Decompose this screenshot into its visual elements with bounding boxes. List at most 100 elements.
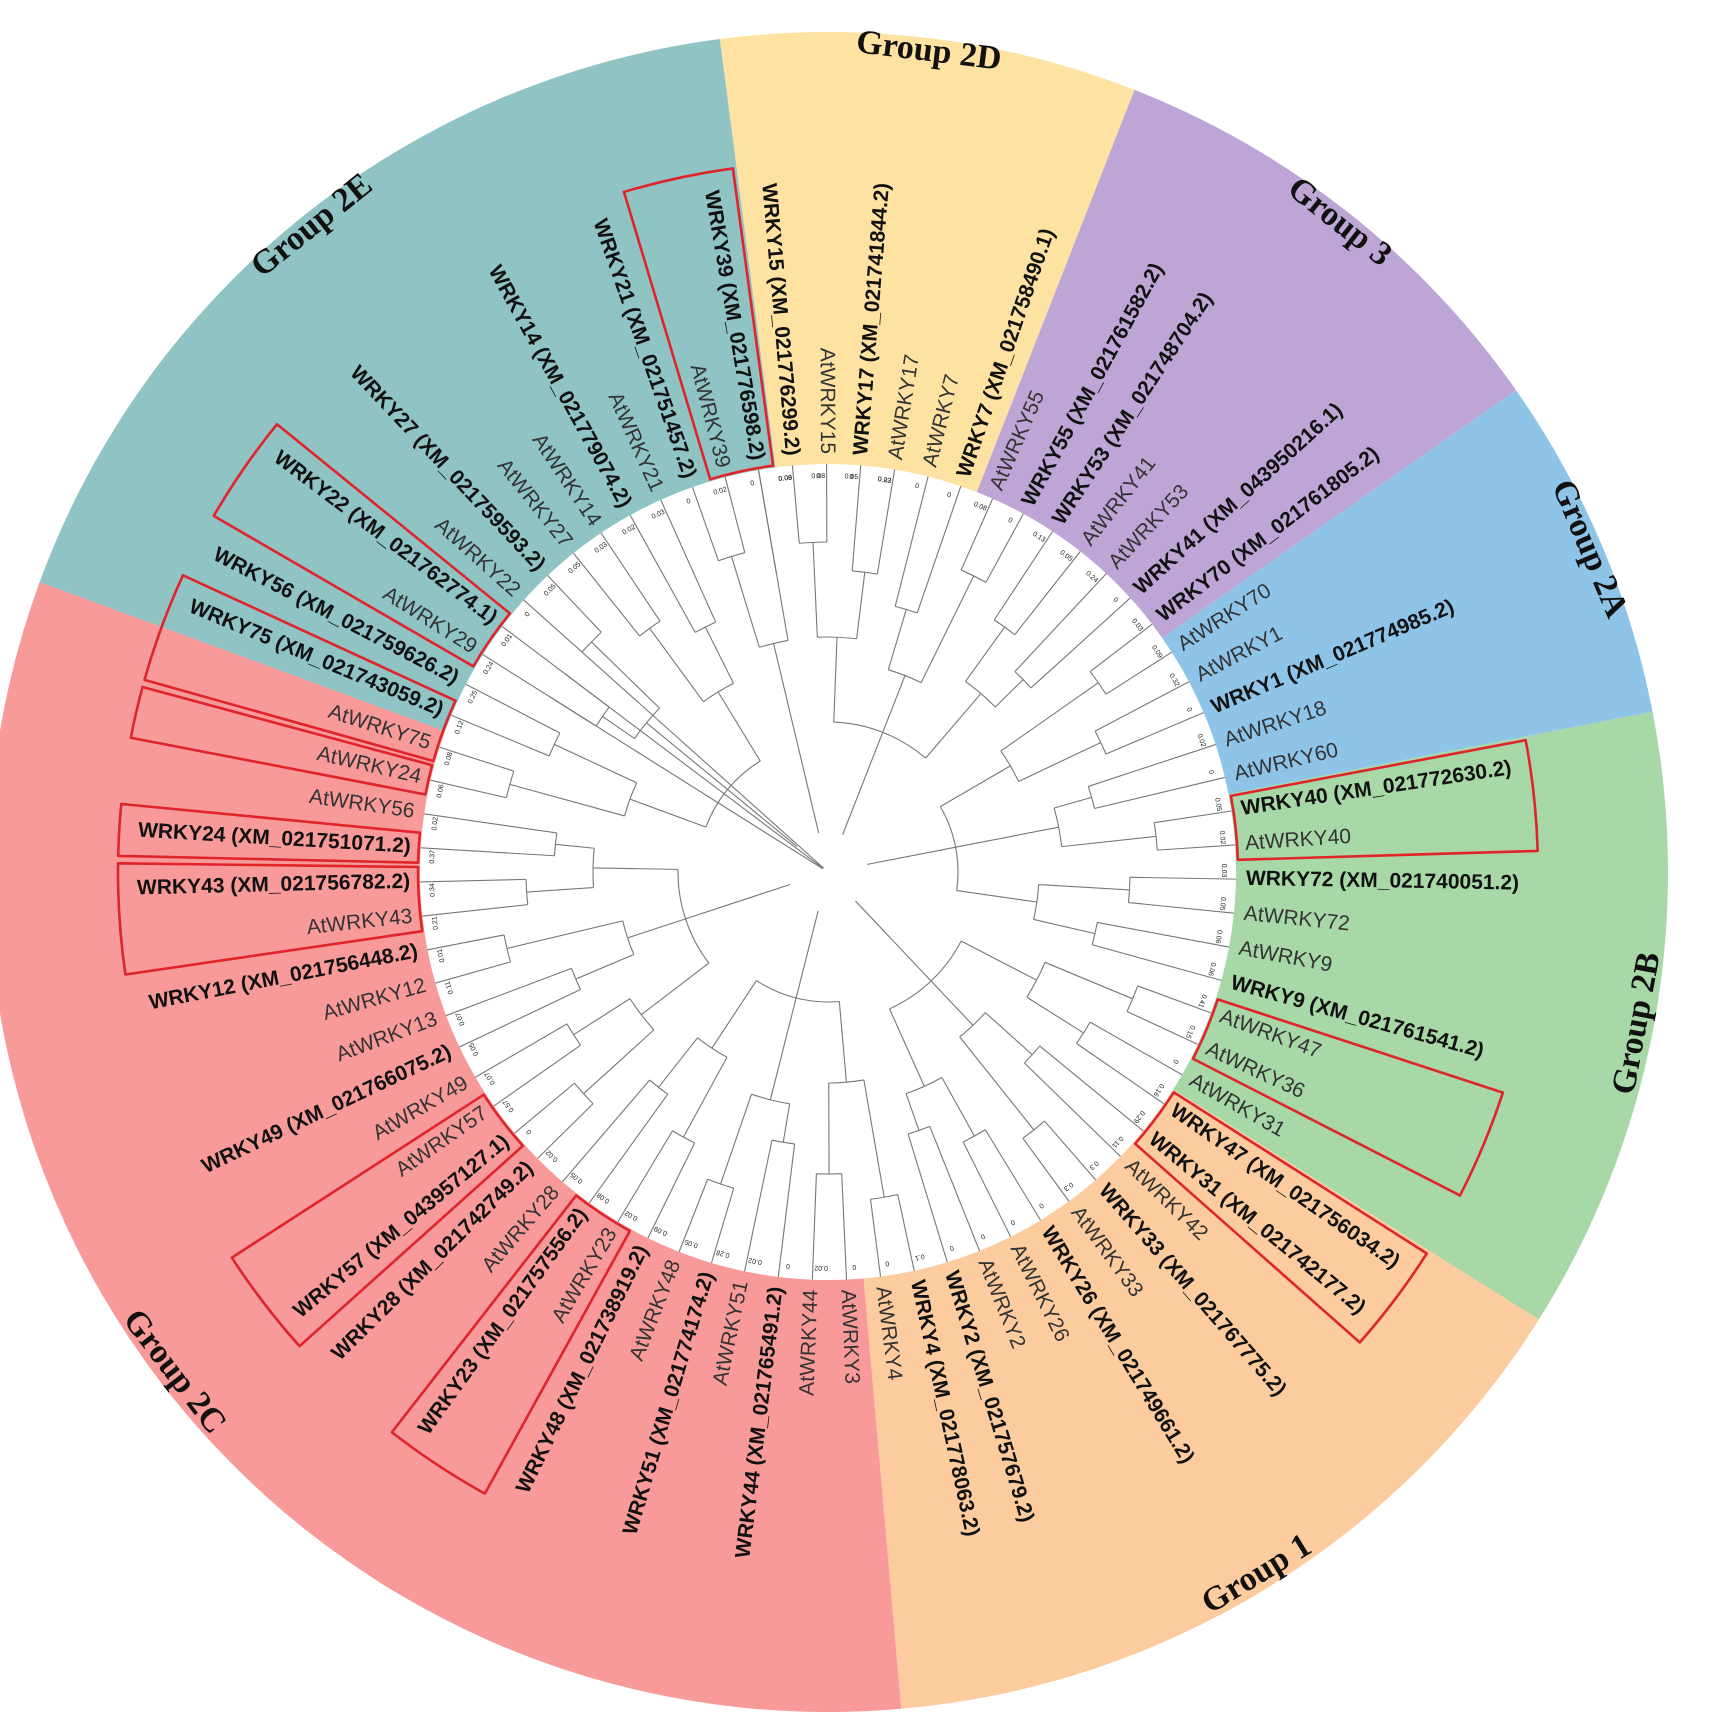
branch — [888, 1008, 925, 1087]
branch — [420, 878, 527, 883]
branch — [505, 770, 515, 798]
branch-length-label: 0.05 — [1213, 797, 1222, 812]
branch-length-label: 0.09 — [778, 475, 792, 483]
branch — [627, 918, 686, 939]
branch — [791, 465, 800, 544]
branch — [1126, 1010, 1199, 1045]
branch — [985, 513, 1024, 583]
branch-length-label: 0.02 — [1195, 733, 1206, 748]
branch-length-label: 0.29 — [1132, 1109, 1146, 1124]
branch-length-label: 0 — [686, 498, 692, 506]
branch — [792, 725, 820, 834]
branch-length-label: 0.03 — [594, 541, 609, 555]
branch-length-label: 0.03 — [1130, 618, 1144, 633]
branch-length-label: 0.16 — [1151, 1082, 1164, 1097]
branch — [593, 867, 679, 870]
branch — [842, 732, 884, 835]
branch — [622, 920, 635, 955]
branch-length-label: 0 — [1037, 1201, 1044, 1209]
branch — [573, 998, 631, 1036]
branch — [939, 806, 959, 891]
branch — [863, 1079, 885, 1198]
branch — [573, 552, 641, 637]
branch — [769, 997, 797, 1100]
branch — [703, 682, 734, 703]
branch-length-label: 0 — [849, 474, 853, 481]
highlight-boxes — [116, 167, 1539, 1495]
highlight-box — [1229, 738, 1539, 862]
branch — [905, 1093, 920, 1131]
branch — [984, 1012, 1033, 1056]
branch-length-label: 0 — [524, 611, 532, 619]
branch-length-label: 0.08 — [778, 475, 792, 483]
branch — [828, 1079, 865, 1084]
branch-length-label: 0.3 — [1088, 1159, 1100, 1171]
branch — [1026, 996, 1084, 1034]
branch-length-label: 0.02 — [877, 476, 892, 485]
branch — [940, 765, 1011, 808]
branch — [506, 920, 623, 950]
branch — [553, 832, 558, 856]
branch-length-label: 0.05 — [569, 1171, 584, 1185]
branch — [920, 575, 975, 683]
branch — [445, 967, 572, 1017]
branch — [640, 962, 710, 1016]
branch-length-label: 0.01 — [437, 948, 447, 963]
branch-length-label: 0.05 — [1058, 549, 1073, 563]
branch — [870, 1194, 898, 1200]
branch — [658, 1037, 698, 1088]
highlight-box — [390, 1194, 632, 1495]
branch-length-label: 0.02 — [713, 486, 728, 496]
branch — [941, 1077, 975, 1137]
branch — [1137, 985, 1212, 1014]
branch — [777, 1143, 796, 1278]
branch-length-label: 0.23 — [877, 476, 892, 485]
branch-length-label: 0.06 — [436, 784, 446, 799]
branch-length-label: 0 — [816, 473, 820, 480]
branch-length-label: 0 — [1009, 1218, 1016, 1226]
branch — [869, 1199, 882, 1277]
branch — [1000, 682, 1099, 752]
branch — [1053, 796, 1092, 809]
branch — [1061, 835, 1157, 848]
branch — [704, 626, 735, 684]
branch — [1076, 1021, 1091, 1044]
branch — [554, 743, 638, 784]
branch-length-label: 0.02 — [431, 817, 440, 831]
leaf-label: AtWRKY44 — [795, 1289, 822, 1396]
branch — [422, 904, 528, 917]
branch — [525, 879, 529, 905]
leaf-label: AtWRKY3 — [836, 1289, 863, 1384]
branch-length-label: 0.12 — [454, 720, 466, 735]
branch — [646, 722, 728, 790]
branch-length-label: 0.03 — [1220, 864, 1227, 878]
leaf-label: AtWRKY15 — [816, 348, 839, 454]
tree-branches — [420, 464, 1236, 1280]
branch — [1014, 671, 1032, 689]
branch — [773, 643, 794, 727]
branch — [562, 1079, 651, 1183]
highlight-box — [622, 167, 775, 481]
branch — [430, 779, 507, 799]
branch — [420, 847, 555, 857]
branch — [965, 626, 1006, 682]
branch — [1018, 741, 1102, 782]
branch-length-label: 0.02 — [624, 1209, 639, 1222]
branch-length-label: 0.37 — [429, 850, 437, 864]
branch-length-label: 0.08 — [811, 473, 825, 480]
branch — [459, 989, 581, 1048]
branch — [564, 672, 824, 869]
branch — [1094, 681, 1190, 732]
branch-length-labels: 0.08 0 0.05 0.02000.0800.130.050.2400.030.0… — [429, 473, 1227, 1271]
highlight-box — [1191, 998, 1505, 1197]
branch-length-label: 0 — [1111, 596, 1119, 604]
branch-length-label: 0.06 — [1206, 962, 1216, 977]
branch — [547, 575, 602, 633]
branch-length-label: 0.08 — [444, 751, 455, 766]
branch-length-label: 0.57 — [502, 1098, 516, 1113]
branch — [1038, 883, 1130, 891]
branch-length-label: 0.1 — [914, 1252, 925, 1261]
branch — [514, 1082, 575, 1134]
highlight-box — [230, 1093, 525, 1348]
branch — [1044, 1120, 1097, 1181]
